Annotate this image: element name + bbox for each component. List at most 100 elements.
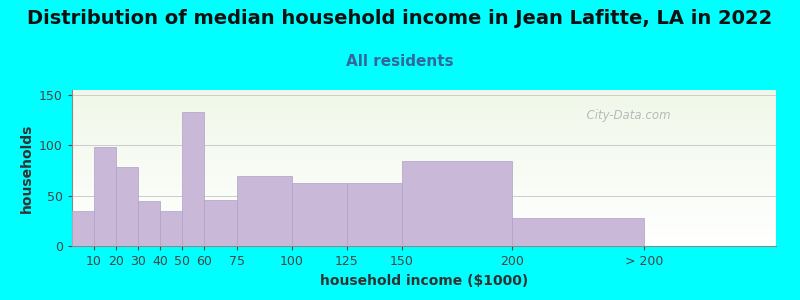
Bar — [72, 151, 776, 152]
Bar — [72, 137, 776, 138]
Bar — [182, 112, 204, 246]
Bar — [72, 227, 776, 229]
Bar — [72, 238, 776, 240]
Bar — [72, 212, 776, 213]
Bar — [94, 147, 116, 246]
Bar — [72, 163, 776, 165]
Bar — [72, 93, 776, 95]
Bar — [72, 155, 776, 157]
Bar — [72, 143, 776, 145]
Bar — [72, 179, 776, 181]
Y-axis label: households: households — [19, 123, 34, 213]
Bar — [72, 116, 776, 118]
Bar — [72, 103, 776, 104]
Text: All residents: All residents — [346, 54, 454, 69]
Bar — [72, 167, 776, 168]
Bar — [72, 191, 776, 193]
Bar — [160, 211, 182, 246]
Bar — [116, 167, 138, 246]
Bar — [72, 233, 776, 235]
Bar — [72, 237, 776, 238]
Bar — [72, 241, 776, 243]
Bar — [72, 202, 776, 204]
Bar — [237, 176, 292, 246]
Bar — [72, 98, 776, 99]
Bar — [72, 220, 776, 221]
Bar — [72, 138, 776, 140]
Bar — [72, 92, 776, 93]
Bar — [72, 196, 776, 198]
Bar — [72, 230, 776, 232]
Bar — [72, 226, 776, 227]
Bar — [72, 198, 776, 199]
Bar — [72, 96, 776, 98]
Bar — [72, 134, 776, 135]
Bar — [72, 120, 776, 121]
Bar — [72, 181, 776, 182]
Bar — [72, 129, 776, 130]
Bar — [72, 244, 776, 246]
Bar — [72, 243, 776, 244]
Bar — [72, 177, 776, 179]
Bar — [72, 201, 776, 202]
X-axis label: household income ($1000): household income ($1000) — [320, 274, 528, 288]
Bar — [204, 200, 237, 246]
Bar — [72, 110, 776, 112]
Bar — [72, 99, 776, 101]
Bar — [72, 148, 776, 149]
Bar — [292, 183, 347, 246]
Bar — [72, 171, 776, 173]
Bar — [72, 126, 776, 128]
Bar — [72, 145, 776, 146]
Bar — [72, 194, 776, 196]
Bar — [72, 123, 776, 124]
Bar — [512, 218, 644, 246]
Bar — [72, 121, 776, 123]
Text: City-Data.com: City-Data.com — [579, 109, 670, 122]
Bar — [72, 232, 776, 233]
Bar — [72, 174, 776, 176]
Bar — [72, 154, 776, 155]
Bar — [72, 132, 776, 134]
Bar — [72, 185, 776, 187]
Bar — [72, 160, 776, 162]
Bar — [72, 223, 776, 224]
Bar — [72, 210, 776, 212]
Bar — [72, 101, 776, 103]
Bar — [72, 90, 776, 92]
Bar — [72, 113, 776, 115]
Bar — [72, 213, 776, 215]
Bar — [72, 159, 776, 160]
Bar — [72, 229, 776, 230]
Bar — [72, 162, 776, 163]
Bar — [72, 240, 776, 241]
Bar — [72, 135, 776, 137]
Bar — [72, 206, 776, 207]
Bar — [72, 204, 776, 206]
Bar — [72, 165, 776, 166]
Bar — [138, 201, 160, 246]
Bar — [402, 161, 512, 246]
Bar — [72, 218, 776, 220]
Bar — [72, 157, 776, 159]
Bar — [72, 107, 776, 109]
Bar — [72, 199, 776, 201]
Bar — [72, 190, 776, 191]
Bar — [72, 152, 776, 154]
Bar — [72, 118, 776, 120]
Bar — [72, 176, 776, 177]
Bar — [72, 109, 776, 110]
Bar — [72, 104, 776, 106]
Bar — [72, 112, 776, 113]
Bar — [72, 193, 776, 194]
Bar — [72, 146, 776, 148]
Bar — [72, 215, 776, 216]
Bar — [72, 95, 776, 96]
Bar — [72, 140, 776, 142]
Bar — [72, 106, 776, 107]
Bar — [72, 128, 776, 129]
Bar — [72, 211, 94, 246]
Bar — [72, 221, 776, 223]
Bar — [72, 124, 776, 126]
Bar — [72, 207, 776, 208]
